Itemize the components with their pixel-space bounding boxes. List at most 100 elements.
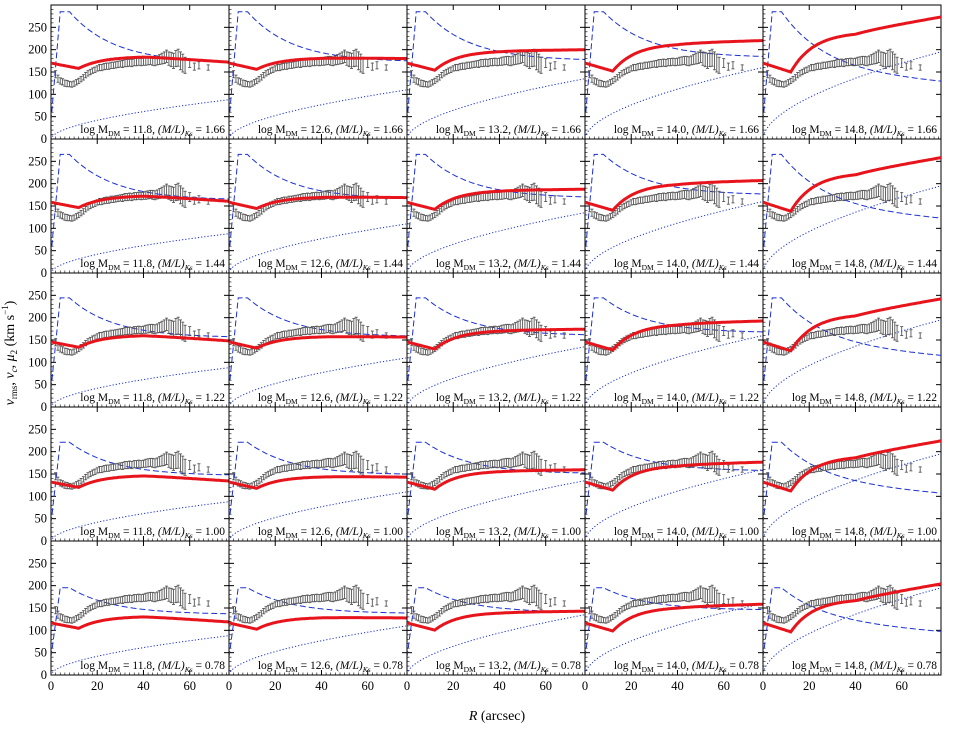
data-point (447, 603, 451, 610)
data-point (650, 328, 654, 336)
data-point (417, 614, 421, 622)
data-point (250, 214, 254, 221)
data-point (428, 214, 432, 221)
data-point (477, 595, 481, 604)
panel-label: log MDM = 14.8, (M/L)Ks = 0.78 (792, 660, 937, 674)
data-point (523, 51, 527, 66)
x-tick-label: 20 (447, 679, 460, 693)
data-point (456, 63, 460, 72)
data-point (481, 59, 485, 68)
data-point (675, 191, 679, 200)
data-point (837, 59, 841, 68)
data-point (828, 328, 832, 336)
data-point (183, 592, 187, 610)
data-point (125, 461, 129, 470)
data-point (324, 458, 328, 468)
data-point (294, 328, 298, 336)
data-point (81, 74, 85, 81)
data-point (255, 613, 259, 621)
total-circular-velocity-line (763, 297, 941, 390)
data-point (893, 187, 897, 207)
data-point (463, 464, 467, 472)
data-point (433, 77, 437, 85)
data-point (655, 193, 659, 202)
data-point (523, 587, 527, 602)
data-point (874, 185, 878, 198)
data-point (865, 324, 869, 335)
data-point (319, 593, 323, 602)
dm-circular-velocity-line (763, 587, 940, 670)
data-point (153, 592, 157, 603)
dm-circular-velocity-line (229, 625, 406, 673)
panel-r3-c4: log MDM = 14.0, (M/L)Ks = 1.22 (584, 272, 764, 408)
panel-r5-c2: log MDM = 12.6, (M/L)Ks = 0.780 20 40 60 (226, 540, 408, 693)
total-circular-velocity-line (229, 297, 407, 390)
data-point (895, 190, 899, 208)
data-point (74, 79, 78, 86)
data-point (70, 349, 74, 356)
data-point (606, 80, 610, 87)
data-point (345, 587, 349, 602)
data-point (104, 62, 108, 70)
x-tick-label: 20 (625, 679, 638, 693)
data-point (197, 329, 201, 338)
data-point (627, 602, 631, 609)
plot-area (51, 153, 229, 271)
data-point (278, 63, 282, 72)
data-point (904, 330, 908, 339)
data-point (893, 53, 897, 73)
data-point (331, 324, 335, 335)
data-point (137, 593, 141, 602)
dm-circular-velocity-line (763, 185, 940, 268)
total-circular-velocity-line (51, 153, 229, 256)
data-point (79, 478, 83, 485)
data-point (888, 48, 892, 67)
data-point (315, 459, 319, 468)
data-point (484, 192, 488, 201)
data-point (356, 453, 360, 473)
data-point (703, 185, 707, 202)
data-point (77, 211, 81, 219)
data-point (81, 208, 85, 215)
data-point (72, 616, 76, 623)
data-point (890, 453, 894, 473)
data-point (548, 62, 552, 71)
data-point (428, 80, 432, 87)
data-point (269, 603, 273, 610)
data-point (292, 597, 296, 605)
data-point (250, 616, 254, 623)
data-point (107, 598, 111, 606)
panel-label: log MDM = 11.8, (M/L)Ks = 1.66 (80, 124, 225, 138)
data-point (289, 597, 293, 605)
model-vrms-line (585, 460, 763, 492)
data-point (444, 202, 448, 210)
data-point (460, 196, 464, 204)
data-point (622, 604, 626, 612)
data-point (669, 58, 673, 67)
data-point (84, 607, 88, 615)
data-point (849, 325, 853, 334)
data-point (847, 460, 851, 469)
data-point (176, 584, 180, 603)
data-point (539, 458, 543, 476)
data-point (502, 592, 506, 602)
data-point (354, 316, 358, 335)
data-point (114, 329, 118, 337)
plot-area (585, 11, 763, 135)
data-point (412, 208, 416, 217)
data-point (652, 60, 656, 68)
data-point (851, 326, 855, 335)
plot-area (229, 297, 407, 405)
data-point (289, 329, 293, 337)
data-point (645, 195, 649, 203)
data-point (167, 453, 171, 468)
data-point (884, 186, 888, 203)
model-vrms-line (229, 475, 407, 490)
data-point (54, 606, 58, 615)
data-point (282, 330, 286, 338)
total-circular-velocity-line (585, 11, 763, 122)
data-point (289, 463, 293, 471)
data-point (470, 463, 474, 471)
data-point (493, 593, 497, 602)
data-point (467, 463, 471, 471)
